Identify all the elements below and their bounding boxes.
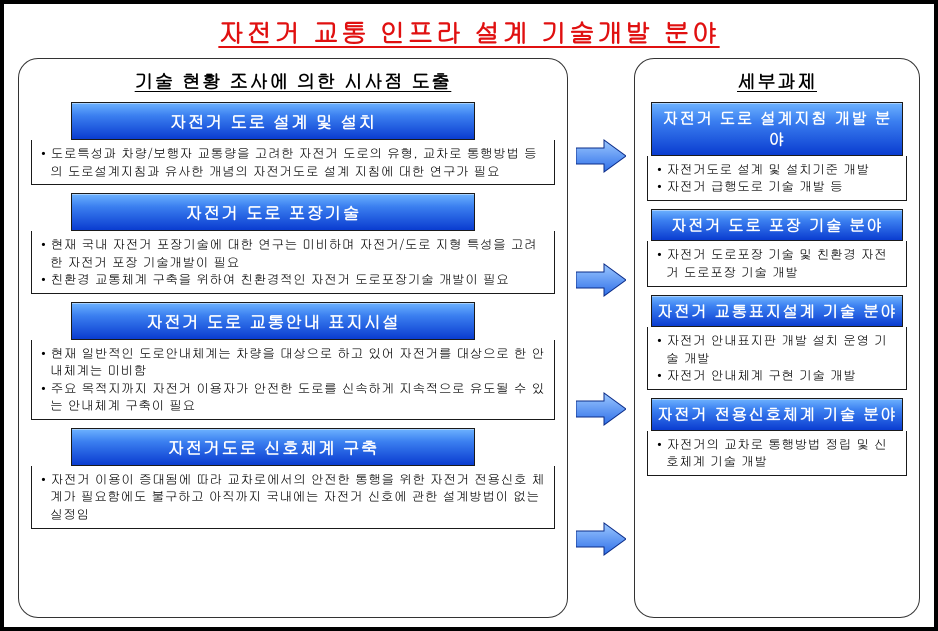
arrow-icon [576,262,626,298]
section-heading: 자전거 도로 포장 기술 분야 [651,209,903,242]
bullet-text: 주요 목적지까지 자전거 이용자가 안전한 도로를 신속하게 지속적으로 유도될… [40,379,546,414]
section-heading: 자전거도로 신호체계 구축 [71,428,475,466]
right-section-4: 자전거 전용신호체계 기술 분야 자전거의 교차로 통행방법 정립 및 신호체계… [647,398,907,476]
bullet-text: 현재 일반적인 도로안내체계는 차량을 대상으로 하고 있어 자전거를 대상으로… [40,344,546,379]
section-heading: 자전거 도로 포장기술 [71,193,475,231]
section-body: 현재 일반적인 도로안내체계는 차량을 대상으로 하고 있어 자전거를 대상으로… [31,340,555,420]
section-body: 현재 국내 자전거 포장기술에 대한 연구는 미비하며 자전거/도로 지형 특성… [31,231,555,294]
bullet-text: 자전거의 교차로 통행방법 정립 및 신호체계 기술 개발 [656,435,898,470]
arrow-column [576,58,626,618]
arrow-1 [576,96,626,216]
left-section-2: 자전거 도로 포장기술 현재 국내 자전거 포장기술에 대한 연구는 미비하며 … [31,193,555,294]
bullet-text: 도로특성과 차량/보행자 교통량을 고려한 자전거 도로의 유형, 교차로 통행… [40,144,546,179]
left-section-4: 자전거도로 신호체계 구축 자전거 이용이 증대됨에 따라 교차로에서의 안전한… [31,428,555,529]
section-body: 도로특성과 차량/보행자 교통량을 고려한 자전거 도로의 유형, 교차로 통행… [31,140,555,185]
bullet-text: 자전거 급행도로 기술 개발 등 [656,177,898,195]
section-body: 자전거도로 설계 및 설치기준 개발 자전거 급행도로 기술 개발 등 [647,156,907,201]
bullet-text: 자전거 안내체계 구현 기술 개발 [656,366,898,384]
right-section-2: 자전거 도로 포장 기술 분야 자전거 도로포장 기술 및 친환경 자전거 도로… [647,209,907,287]
left-column-header: 기술 현황 조사에 의한 시사점 도출 [31,67,555,94]
section-body: 자전거의 교차로 통행방법 정립 및 신호체계 기술 개발 [647,431,907,476]
arrow-3 [576,344,626,474]
bullet-text: 자전거 이용이 증대됨에 따라 교차로에서의 안전한 통행을 위한 자전거 전용… [40,470,546,523]
bullet-text: 현재 국내 자전거 포장기술에 대한 연구는 미비하며 자전거/도로 지형 특성… [40,235,546,270]
page-title: 자전거 교통 인프라 설계 기술개발 분야 [18,14,920,50]
arrow-icon [576,391,626,427]
right-column: 세부과제 자전거 도로 설계지침 개발 분야 자전거도로 설계 및 설치기준 개… [634,58,920,618]
left-column: 기술 현황 조사에 의한 시사점 도출 자전거 도로 설계 및 설치 도로특성과… [18,58,568,618]
bullet-text: 자전거 도로포장 기술 및 친환경 자전거 도로포장 기술 개발 [656,245,898,280]
arrow-icon [576,138,626,174]
section-body: 자전거 도로포장 기술 및 친환경 자전거 도로포장 기술 개발 [647,241,907,286]
section-heading: 자전거 도로 설계지침 개발 분야 [651,102,903,156]
section-heading: 자전거 도로 설계 및 설치 [71,102,475,140]
bullet-text: 자전거 안내표지판 개발 설치 운영 기술 개발 [656,331,898,366]
section-body: 자전거 이용이 증대됨에 따라 교차로에서의 안전한 통행을 위한 자전거 전용… [31,466,555,529]
left-section-1: 자전거 도로 설계 및 설치 도로특성과 차량/보행자 교통량을 고려한 자전거… [31,102,555,185]
right-section-1: 자전거 도로 설계지침 개발 분야 자전거도로 설계 및 설치기준 개발 자전거… [647,102,907,201]
right-column-header: 세부과제 [647,67,907,94]
bullet-text: 친환경 교통체계 구축을 위하여 친환경적인 자전거 도로포장기술 개발이 필요 [40,270,546,288]
arrow-icon [576,521,626,557]
bullet-text: 자전거도로 설계 및 설치기준 개발 [656,160,898,178]
section-heading: 자전거 전용신호체계 기술 분야 [651,398,903,431]
section-heading: 자전거 교통표지설계 기술 분야 [651,295,903,328]
arrow-2 [576,216,626,344]
right-section-3: 자전거 교통표지설계 기술 분야 자전거 안내표지판 개발 설치 운영 기술 개… [647,295,907,390]
arrow-4 [576,474,626,604]
section-heading: 자전거 도로 교통안내 표지시설 [71,302,475,340]
left-section-3: 자전거 도로 교통안내 표지시설 현재 일반적인 도로안내체계는 차량을 대상으… [31,302,555,420]
columns: 기술 현황 조사에 의한 시사점 도출 자전거 도로 설계 및 설치 도로특성과… [18,58,920,618]
section-body: 자전거 안내표지판 개발 설치 운영 기술 개발 자전거 안내체계 구현 기술 … [647,327,907,390]
